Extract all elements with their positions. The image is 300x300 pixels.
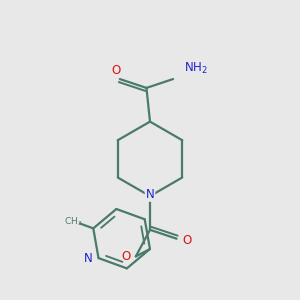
Text: N: N — [146, 188, 154, 201]
Text: O: O — [112, 64, 121, 77]
Text: CH$_3$: CH$_3$ — [64, 215, 82, 228]
Text: O: O — [121, 250, 130, 263]
Text: O: O — [182, 234, 191, 247]
Text: N: N — [83, 252, 92, 265]
Text: NH$_2$: NH$_2$ — [184, 61, 208, 76]
